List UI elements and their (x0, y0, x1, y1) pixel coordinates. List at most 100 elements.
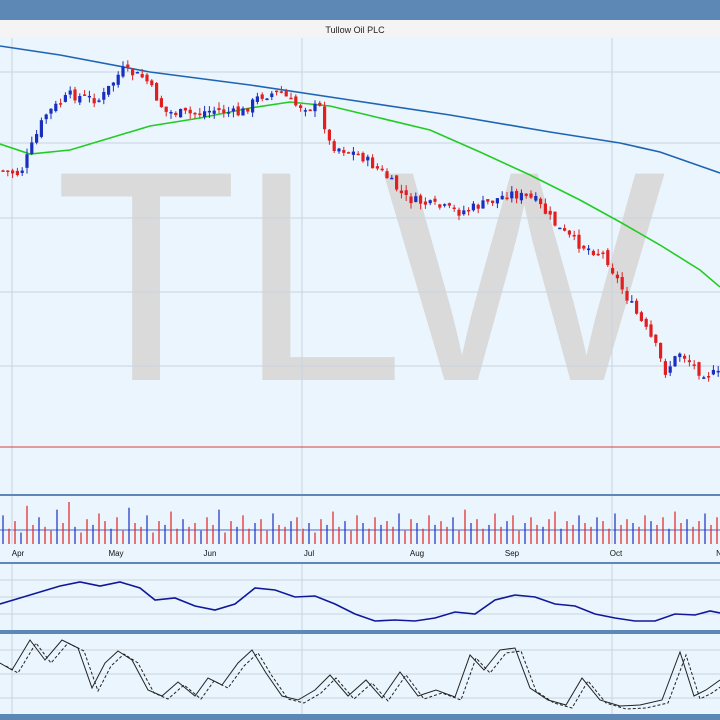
candle-body (275, 90, 279, 93)
candle-body (255, 96, 259, 102)
candlestick-series (1, 60, 720, 382)
candle-body (366, 156, 370, 161)
candle-body (198, 113, 202, 115)
volume-grid (0, 496, 720, 544)
candle-body (534, 195, 538, 201)
candle-body (404, 190, 408, 196)
candle-body (577, 234, 581, 249)
month-label: Sep (505, 549, 520, 558)
candle-body (635, 300, 639, 314)
candle-body (174, 112, 178, 116)
candle-body (596, 253, 600, 256)
candle-body (395, 175, 399, 190)
oscillator-line (0, 581, 720, 622)
candle-body (659, 342, 663, 359)
candle-body (102, 91, 106, 100)
candle-body (11, 170, 15, 174)
candle-body (543, 203, 547, 214)
candle-body (179, 109, 183, 118)
candle-body (227, 112, 231, 114)
candle-body (702, 377, 706, 379)
candle-body (601, 252, 605, 255)
candle-body (486, 199, 490, 202)
candle-body (318, 102, 322, 106)
candle-body (169, 111, 173, 114)
candle-body (68, 90, 72, 95)
candle-body (222, 109, 226, 113)
candle-body (351, 151, 355, 155)
candle-body (145, 74, 149, 82)
candle-body (711, 369, 715, 375)
candle-body (59, 103, 63, 105)
oscillator-grid (0, 564, 720, 630)
candle-body (135, 72, 139, 74)
candle-body (630, 301, 634, 303)
candle-body (347, 152, 351, 154)
candle-body (683, 355, 687, 359)
candle-body (399, 190, 403, 194)
candle-body (236, 106, 240, 116)
candle-body (582, 245, 586, 249)
candle-body (707, 376, 711, 378)
candle-body (63, 95, 67, 102)
candle-body (231, 108, 235, 112)
candle-body (35, 134, 39, 143)
month-label: Jul (304, 549, 314, 558)
candle-body (44, 114, 48, 120)
candle-body (361, 152, 365, 162)
candle-body (289, 97, 293, 100)
candle-body (505, 197, 509, 200)
candle-body (457, 209, 461, 216)
candle-body (323, 106, 327, 130)
candle-body (515, 191, 519, 199)
candle-body (375, 166, 379, 169)
candle-body (644, 318, 648, 327)
candle-body (419, 195, 423, 204)
month-label: Oct (610, 549, 623, 558)
candle-body (591, 250, 595, 256)
candle-body (92, 98, 96, 104)
candle-body (279, 91, 283, 93)
month-label: Jun (204, 549, 217, 558)
candle-body (20, 170, 24, 174)
candle-body (270, 93, 274, 98)
ticker-watermark: TLW (55, 108, 669, 444)
candle-body (481, 200, 485, 209)
candle-body (606, 250, 610, 266)
candle-body (423, 201, 427, 205)
candle-body (217, 108, 221, 111)
month-label: N (716, 549, 720, 558)
candle-body (553, 211, 557, 226)
candle-body (678, 353, 682, 358)
candle-body (87, 95, 91, 98)
candle-body (668, 366, 672, 373)
candle-body (155, 83, 159, 101)
short-moving-average-line (0, 101, 720, 288)
long-moving-average-line (0, 45, 720, 174)
candle-body (131, 69, 135, 76)
candle-body (654, 334, 658, 343)
candle-body (73, 89, 77, 101)
candle-body (97, 100, 101, 102)
candle-body (251, 99, 255, 113)
candle-body (687, 360, 691, 363)
candle-body (438, 204, 442, 208)
candle-body (303, 110, 307, 112)
candle-body (471, 203, 475, 211)
candle-body (159, 98, 163, 108)
candle-body (428, 200, 432, 204)
candle-body (126, 64, 130, 68)
candle-body (342, 150, 346, 153)
candle-body (241, 108, 245, 116)
volume-bars (2, 502, 718, 544)
stochastic-line (0, 639, 720, 707)
candle-body (164, 106, 168, 112)
candle-body (385, 171, 389, 179)
candle-body (663, 361, 667, 375)
candle-body (452, 207, 456, 210)
volume-panel (0, 496, 720, 544)
candle-body (625, 290, 629, 301)
candle-body (587, 248, 591, 251)
candle-body (327, 129, 331, 141)
